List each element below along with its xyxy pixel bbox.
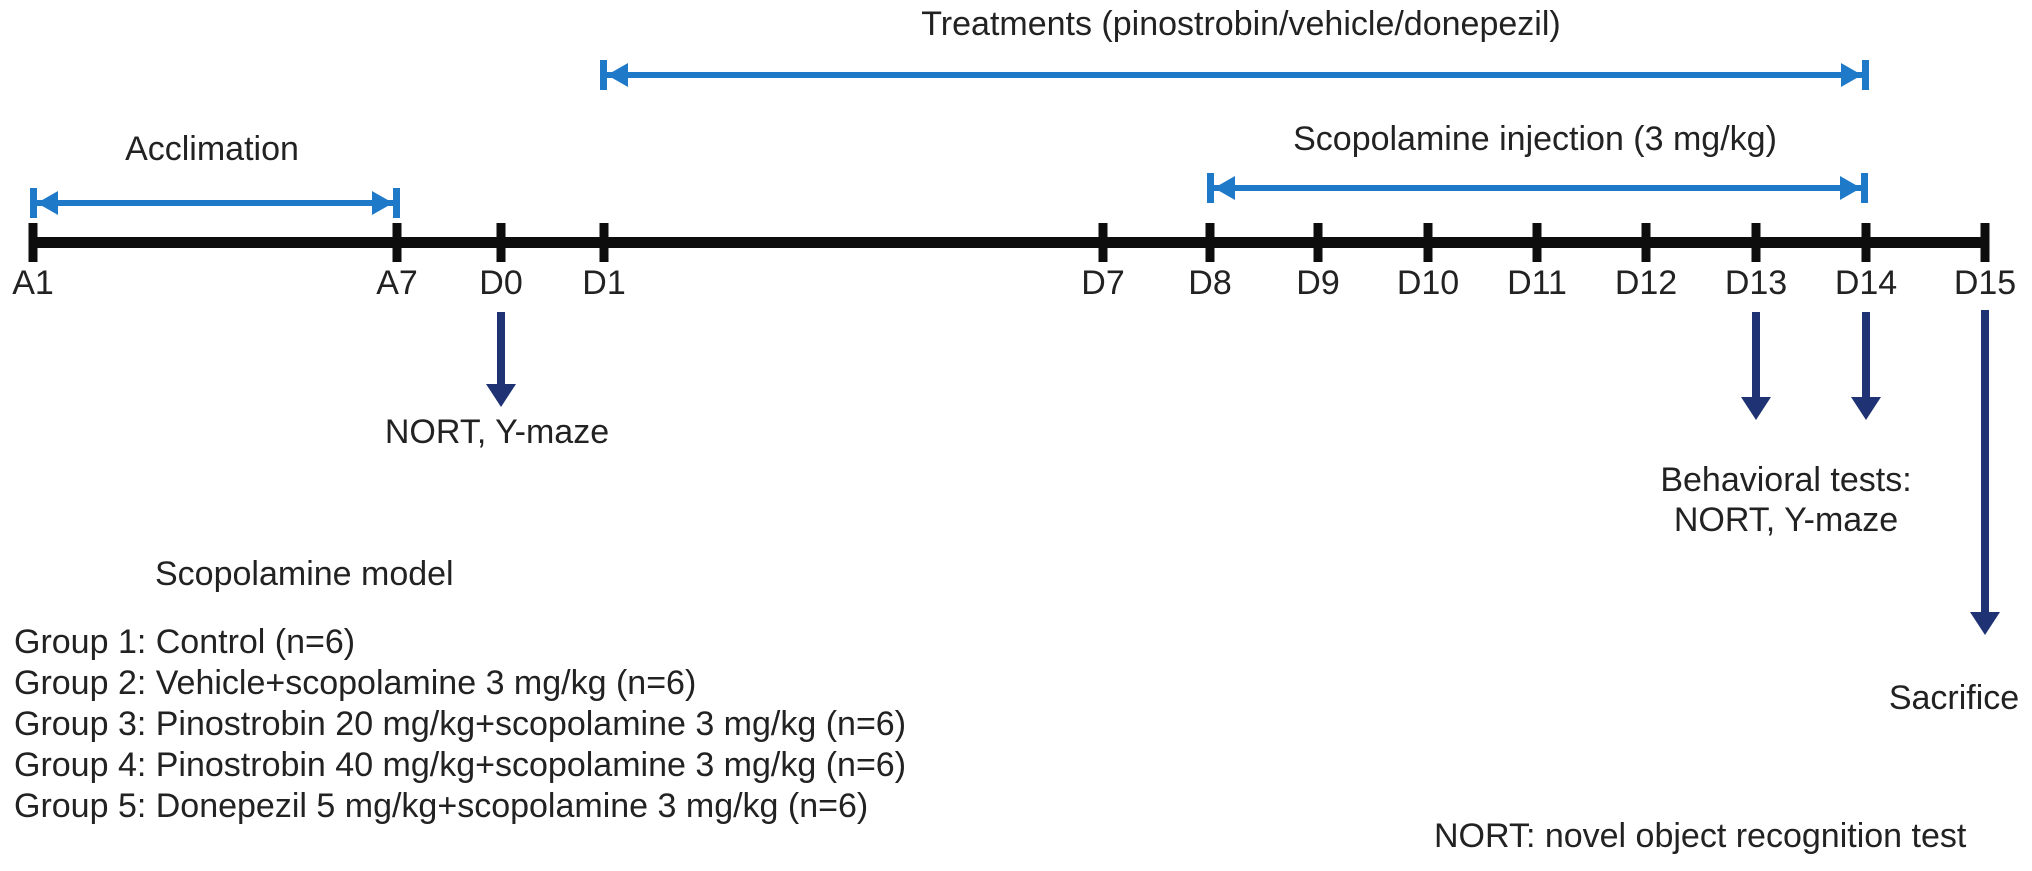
behavioral-tests-line1: Behavioral tests: (1660, 461, 1912, 499)
treatments-range-arrow (600, 59, 1869, 91)
timeline-axis (29, 237, 1989, 248)
nort-footnote: NORT: novel object recognition test (1434, 817, 1967, 855)
group-4-label: Group 4: Pinostrobin 40 mg/kg+scopolamin… (14, 746, 907, 784)
tick-d12 (1641, 223, 1651, 262)
arrowhead-down-icon (1741, 397, 1771, 420)
model-title: Scopolamine model (155, 555, 454, 593)
d0-tests-label: NORT, Y-maze (384, 413, 610, 451)
group-5-label: Group 5: Donepezil 5 mg/kg+scopolamine 3… (14, 787, 869, 825)
range-line (605, 72, 1864, 78)
tick-d9 (1313, 223, 1323, 262)
d15-sacrifice-arrow-icon (1970, 310, 2000, 635)
tick-label-d11: D11 (1507, 264, 1567, 302)
tick-label-d12: D12 (1614, 264, 1678, 302)
range-endcap-icon (600, 60, 607, 90)
tick-label-d14: D14 (1834, 264, 1898, 302)
tick-label-d15: D15 (1953, 264, 2017, 302)
tick-d1 (599, 223, 609, 262)
group-3-label: Group 3: Pinostrobin 20 mg/kg+scopolamin… (14, 705, 907, 743)
tick-a1 (28, 223, 38, 262)
behavioral-tests-line2: NORT, Y-maze (1673, 501, 1899, 539)
arrowhead-down-icon (486, 384, 516, 407)
arrow-shaft (1862, 312, 1870, 405)
d13-event-arrow-icon (1741, 312, 1771, 420)
arrowhead-right-icon (1841, 63, 1862, 87)
range-endcap-icon (393, 188, 400, 218)
arrowhead-left-icon (607, 63, 628, 87)
acclimation-label: Acclimation (125, 130, 299, 168)
scopolamine-range-arrow (1207, 172, 1868, 204)
range-endcap-icon (30, 188, 37, 218)
arrow-shaft (1752, 312, 1760, 405)
tick-d0 (496, 223, 506, 262)
treatments-label: Treatments (pinostrobin/vehicle/donepezi… (921, 5, 1561, 43)
sacrifice-label: Sacrifice (1888, 679, 2020, 717)
arrowhead-down-icon (1851, 397, 1881, 420)
scopolamine-injection-label: Scopolamine injection (3 mg/kg) (1293, 120, 1777, 158)
arrow-shaft (1981, 310, 1989, 620)
range-endcap-icon (1861, 173, 1868, 203)
tick-label-a1: A1 (12, 264, 54, 302)
tick-label-d0: D0 (479, 264, 523, 302)
range-line (1212, 185, 1863, 191)
range-line (35, 200, 395, 206)
arrowhead-right-icon (372, 191, 393, 215)
d0-event-arrow-icon (486, 312, 516, 407)
d14-event-arrow-icon (1851, 312, 1881, 420)
range-endcap-icon (1207, 173, 1214, 203)
tick-label-d9: D9 (1296, 264, 1340, 302)
group-2-label: Group 2: Vehicle+scopolamine 3 mg/kg (n=… (14, 664, 697, 702)
tick-a7 (392, 223, 402, 262)
tick-label-d1: D1 (582, 264, 626, 302)
arrowhead-left-icon (37, 191, 58, 215)
tick-label-d7: D7 (1081, 264, 1125, 302)
acclimation-range-arrow (30, 187, 400, 219)
range-endcap-icon (1862, 60, 1869, 90)
tick-d15 (1980, 223, 1990, 262)
tick-label-d10: D10 (1396, 264, 1460, 302)
tick-label-d8: D8 (1188, 264, 1232, 302)
arrowhead-left-icon (1214, 176, 1235, 200)
tick-d14 (1861, 223, 1871, 262)
tick-label-d13: D13 (1724, 264, 1788, 302)
arrow-shaft (497, 312, 505, 392)
group-list: Group 1: Control (n=6) Group 2: Vehicle+… (14, 622, 906, 827)
tick-d10 (1423, 223, 1433, 262)
tick-d7 (1098, 223, 1108, 262)
behavioral-tests-label: Behavioral tests: NORT, Y-maze (1660, 460, 1911, 540)
tick-label-a7: A7 (376, 264, 418, 302)
tick-d11 (1532, 223, 1542, 262)
arrowhead-down-icon (1970, 612, 2000, 635)
tick-d13 (1751, 223, 1761, 262)
group-1-label: Group 1: Control (n=6) (14, 623, 356, 661)
tick-d8 (1205, 223, 1215, 262)
arrowhead-right-icon (1840, 176, 1861, 200)
